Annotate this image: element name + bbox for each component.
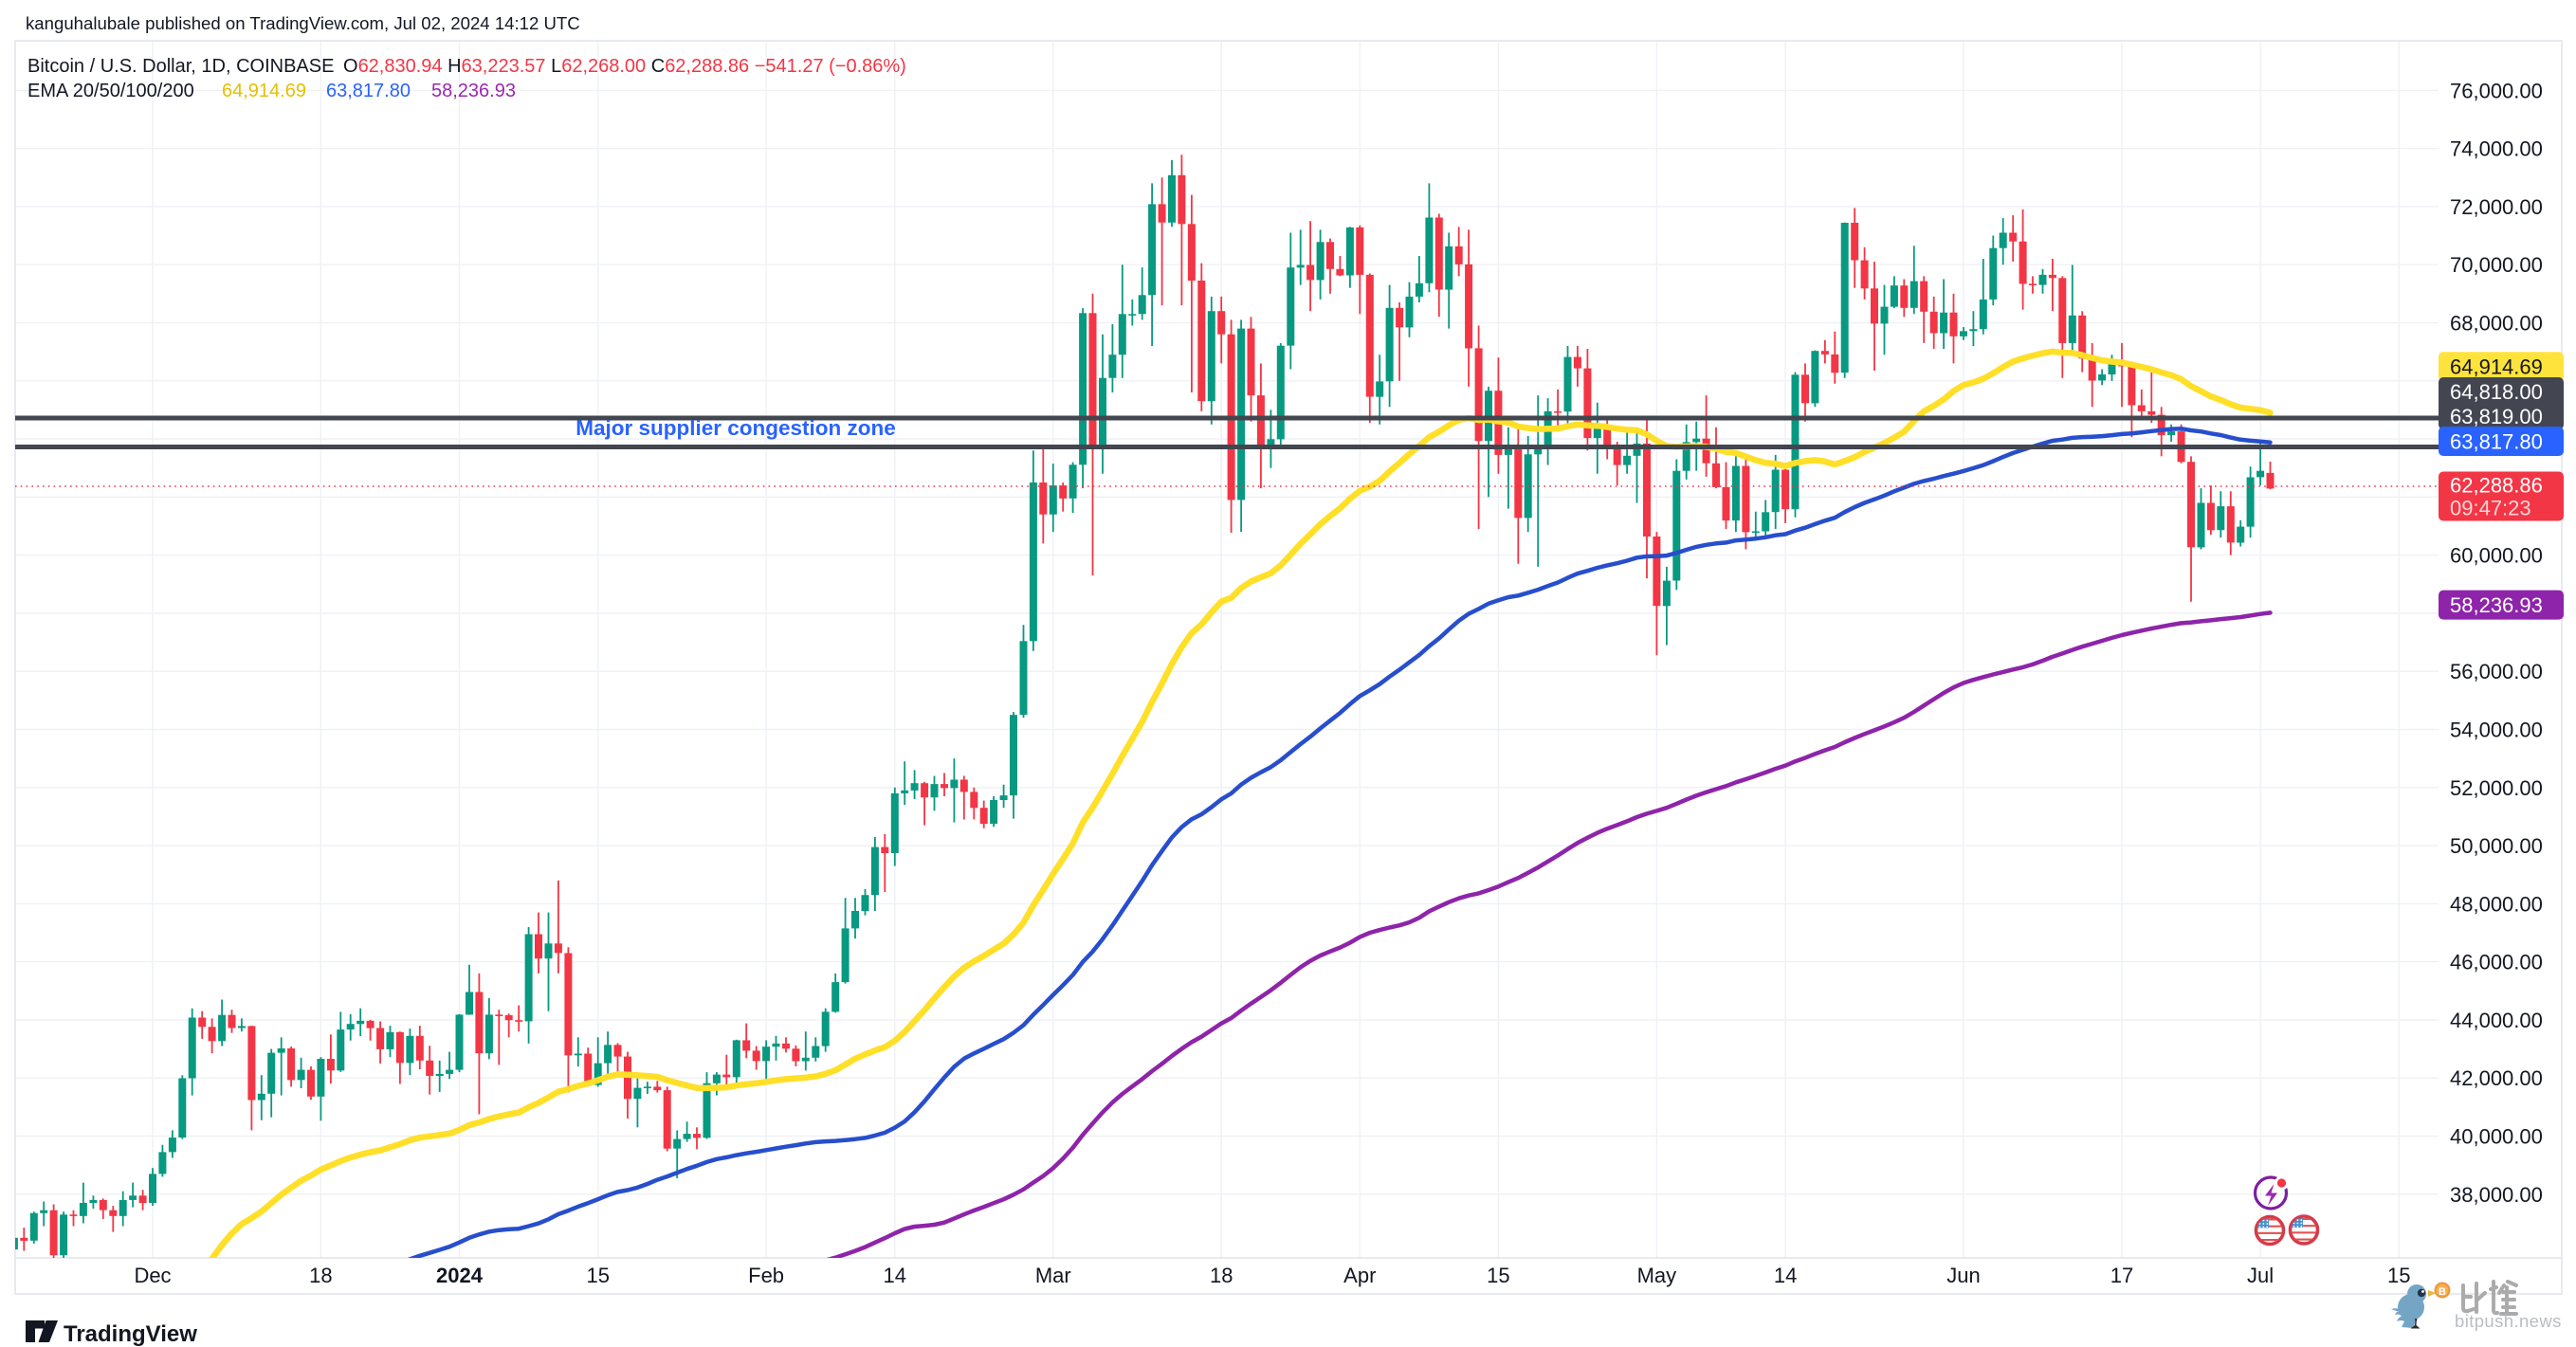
svg-text:Jul: Jul: [2247, 1264, 2274, 1287]
svg-text:15: 15: [1487, 1264, 1509, 1287]
svg-text:63,819.00: 63,819.00: [2450, 405, 2543, 428]
svg-text:14: 14: [1774, 1264, 1797, 1287]
svg-text:Jun: Jun: [1946, 1264, 1980, 1287]
svg-text:72,000.00: 72,000.00: [2450, 195, 2543, 219]
svg-text:Apr: Apr: [1343, 1264, 1376, 1287]
svg-text:18: 18: [309, 1264, 332, 1287]
svg-text:18: 18: [1210, 1264, 1233, 1287]
svg-text:May: May: [1637, 1264, 1677, 1287]
svg-text:76,000.00: 76,000.00: [2450, 79, 2543, 102]
svg-text:64,914.69: 64,914.69: [222, 81, 306, 101]
svg-text:38,000.00: 38,000.00: [2450, 1183, 2543, 1207]
svg-text:63,817.80: 63,817.80: [326, 81, 411, 101]
svg-text:17: 17: [2110, 1264, 2133, 1287]
svg-text:B: B: [2439, 1286, 2446, 1298]
svg-text:40,000.00: 40,000.00: [2450, 1125, 2543, 1149]
svg-text:56,000.00: 56,000.00: [2450, 660, 2543, 683]
svg-text:2024: 2024: [436, 1264, 484, 1287]
svg-text:44,000.00: 44,000.00: [2450, 1009, 2543, 1032]
svg-text:58,236.93: 58,236.93: [431, 81, 516, 101]
svg-text:Dec: Dec: [134, 1264, 171, 1287]
svg-text:Feb: Feb: [748, 1264, 784, 1287]
svg-text:O62,830.94 H63,223.57 L62,268.: O62,830.94 H63,223.57 L62,268.00 C62,288…: [343, 56, 906, 77]
svg-text:54,000.00: 54,000.00: [2450, 719, 2543, 742]
svg-text:bitpush.news: bitpush.news: [2455, 1311, 2562, 1331]
svg-text:68,000.00: 68,000.00: [2450, 312, 2543, 336]
svg-text:15: 15: [2387, 1264, 2410, 1287]
svg-text:74,000.00: 74,000.00: [2450, 137, 2543, 161]
svg-text:48,000.00: 48,000.00: [2450, 892, 2543, 916]
svg-text:kanguhalubale published on Tra: kanguhalubale published on TradingView.c…: [26, 13, 580, 33]
svg-text:09:47:23: 09:47:23: [2450, 497, 2531, 520]
svg-text:Mar: Mar: [1035, 1264, 1071, 1287]
svg-text:64,914.69: 64,914.69: [2450, 355, 2543, 379]
svg-text:Major supplier congestion zone: Major supplier congestion zone: [575, 416, 896, 440]
svg-text:62,288.86: 62,288.86: [2450, 474, 2543, 498]
svg-text:EMA 20/50/100/200: EMA 20/50/100/200: [27, 81, 194, 101]
svg-text:58,236.93: 58,236.93: [2450, 593, 2543, 617]
svg-text:63,817.80: 63,817.80: [2450, 430, 2543, 454]
svg-text:TradingView: TradingView: [64, 1321, 197, 1347]
svg-text:60,000.00: 60,000.00: [2450, 544, 2543, 568]
svg-text:42,000.00: 42,000.00: [2450, 1066, 2543, 1090]
svg-text:Bitcoin / U.S. Dollar, 1D, COI: Bitcoin / U.S. Dollar, 1D, COINBASE: [27, 56, 334, 77]
svg-text:15: 15: [586, 1264, 609, 1287]
svg-text:52,000.00: 52,000.00: [2450, 776, 2543, 800]
svg-text:46,000.00: 46,000.00: [2450, 951, 2543, 974]
svg-text:64,818.00: 64,818.00: [2450, 380, 2543, 404]
svg-text:70,000.00: 70,000.00: [2450, 253, 2543, 277]
svg-text:14: 14: [884, 1264, 906, 1287]
svg-text:50,000.00: 50,000.00: [2450, 834, 2543, 858]
